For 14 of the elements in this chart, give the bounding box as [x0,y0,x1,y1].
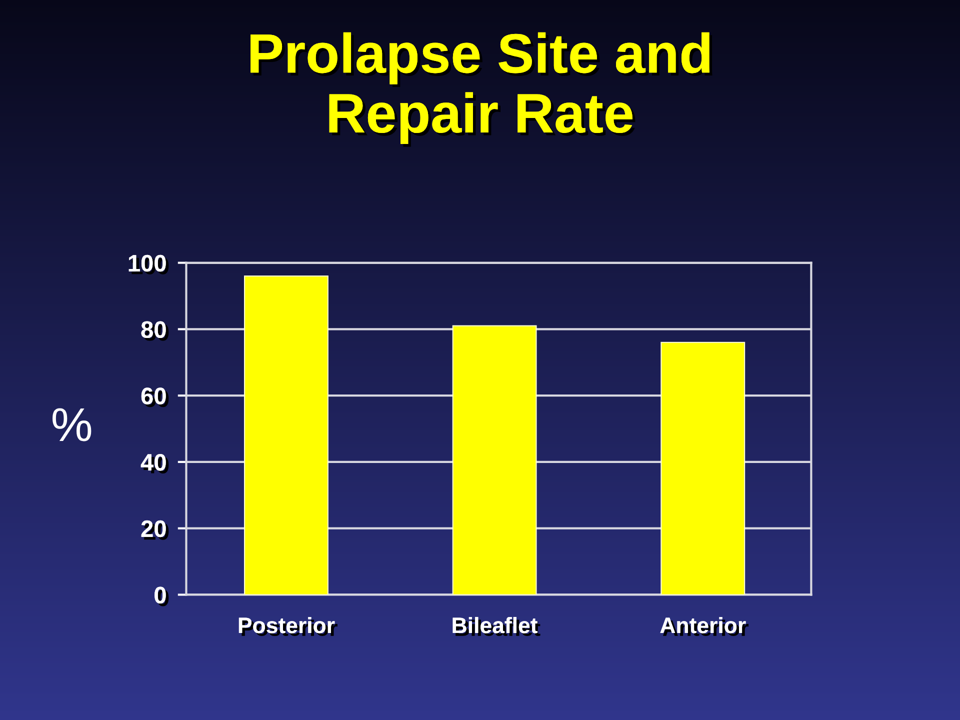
y-axis-title: % [52,408,92,442]
chart-title: Prolapse Site and Repair Rate [250,32,712,147]
bar [452,325,537,595]
bar [244,276,328,595]
bar [660,342,746,595]
y-tick-label: 60 [141,388,169,408]
y-tick-label: 0 [154,586,169,606]
y-tick-label: 40 [140,454,169,474]
x-tick-label: Anterior [660,616,749,636]
y-tick-label: 80 [141,321,169,341]
x-tick-label: Bileaflet [452,616,540,636]
y-tick-label: 20 [141,520,169,540]
x-tick-label: Posterior [238,616,338,636]
y-tick-label: 100 [128,254,169,274]
